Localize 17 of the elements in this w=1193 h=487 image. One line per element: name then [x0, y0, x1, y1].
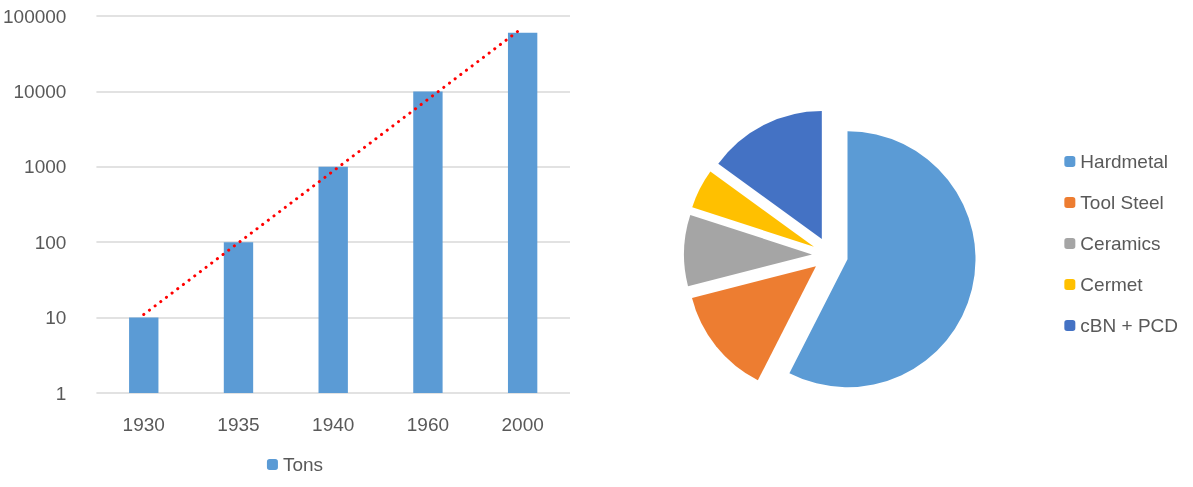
y-tick-label: 100000 [3, 5, 67, 27]
y-tick-label: 1 [55, 382, 67, 404]
legend-label: Tool Steel [1080, 192, 1164, 213]
x-tick-label: 1935 [217, 414, 260, 435]
legend-label: Cermet [1080, 274, 1144, 295]
legend-label: Tons [282, 454, 324, 475]
x-tick-label: 1930 [122, 414, 165, 435]
legend-label: Ceramics [1080, 233, 1161, 254]
y-tick-label: 1000 [24, 156, 67, 178]
y-tick-label: 10000 [13, 80, 67, 102]
y-tick-label: 10 [45, 307, 67, 329]
x-tick-label: 1940 [312, 414, 355, 435]
x-tick-label: 1960 [406, 414, 450, 435]
y-tick-label: 100 [34, 231, 67, 253]
x-tick-label: 2000 [501, 414, 544, 435]
legend-label: cBN + PCD [1080, 315, 1179, 336]
legend-label: Hardmetal [1080, 151, 1168, 172]
